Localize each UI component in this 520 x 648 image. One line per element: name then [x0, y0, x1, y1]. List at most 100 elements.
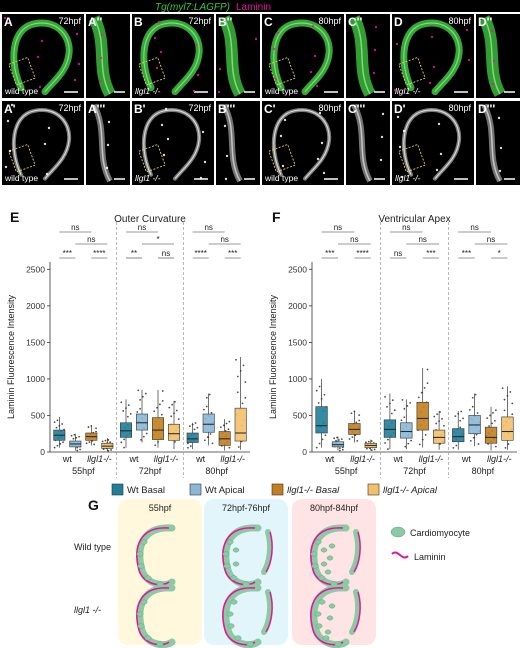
data-point	[358, 419, 361, 422]
data-point	[161, 390, 164, 392]
data-point	[315, 389, 318, 392]
panel-letter: F	[272, 209, 281, 225]
data-point	[472, 436, 475, 439]
puncta-dot	[400, 175, 404, 179]
trabecular-cell	[328, 603, 336, 609]
data-point	[241, 402, 244, 405]
data-point	[367, 440, 370, 443]
sig-label: **	[131, 249, 137, 258]
data-point	[139, 398, 142, 401]
cardiomyocyte	[310, 551, 318, 557]
data-point	[244, 396, 247, 399]
tissue-edge	[13, 109, 70, 180]
data-point	[489, 414, 491, 417]
data-point	[511, 413, 514, 416]
panel-genotype: llgl1 -/-	[395, 173, 421, 183]
data-point	[504, 447, 507, 449]
data-point	[335, 439, 337, 442]
trabecular-cell	[324, 569, 332, 575]
data-point	[211, 442, 214, 445]
sig-label: *	[156, 235, 159, 244]
data-point	[333, 437, 335, 440]
puncta-dot	[77, 62, 81, 66]
data-point	[75, 436, 78, 439]
panel-genotype: llgl1 -/-	[395, 86, 421, 96]
laminin-line	[353, 531, 361, 573]
data-point	[403, 416, 406, 419]
puncta-dot	[223, 124, 227, 128]
box	[120, 422, 132, 438]
data-point	[205, 396, 208, 399]
data-point	[459, 419, 462, 422]
genotype-label: llgl1-/-	[220, 454, 245, 464]
data-point	[339, 447, 341, 450]
trabecular-cell	[326, 615, 334, 621]
data-point	[338, 439, 340, 441]
data-point	[145, 432, 148, 435]
chart-title: Outer Curvature	[114, 214, 186, 225]
data-point	[321, 438, 324, 441]
puncta-dot	[320, 141, 324, 145]
panel-letter: B'	[134, 102, 146, 116]
box	[152, 417, 164, 440]
timepoint-label: 55hpf	[149, 503, 172, 513]
data-point	[393, 409, 396, 412]
data-point	[129, 412, 132, 415]
tissue-edge	[273, 22, 330, 93]
sig-label: ****	[356, 249, 368, 258]
data-point	[355, 421, 358, 424]
data-point	[324, 434, 327, 437]
cardiomyocyte	[314, 611, 322, 617]
puncta-dot	[47, 126, 51, 130]
micrograph-panel: B 72hpf llgl1 -/-	[132, 14, 214, 98]
genotype-label: llgl1-/-	[487, 454, 512, 464]
timepoint-label: 72hpf-76hpf	[222, 503, 271, 513]
data-point	[384, 442, 386, 444]
panel-letter: C'''	[348, 102, 365, 116]
data-point	[426, 368, 429, 371]
box	[234, 407, 247, 442]
panel-time: 80hpf	[318, 16, 341, 26]
sig-label: ns	[350, 235, 358, 244]
data-point	[189, 445, 192, 448]
puncta-dot	[199, 176, 203, 180]
timepoint-label: 72hpf	[403, 466, 426, 476]
trabecular-cell	[326, 555, 334, 561]
puncta-dot	[217, 90, 221, 94]
genotype-label: wt	[195, 454, 205, 464]
data-point	[127, 404, 130, 407]
data-point	[358, 414, 361, 417]
data-point	[475, 433, 478, 436]
puncta-dot	[435, 168, 439, 172]
laminin-icon	[391, 551, 409, 559]
cardiomyocyte	[318, 599, 326, 605]
data-point	[386, 405, 388, 408]
data-point	[476, 412, 479, 414]
cardiomyocyte	[318, 575, 326, 581]
data-point	[227, 428, 230, 431]
schematic-panel: G 55hpf 72hpf-76hpf 80hpf-84hpf Wild type llg…	[74, 497, 470, 648]
timepoint-background	[204, 499, 288, 645]
genotype-label: wt	[129, 454, 139, 464]
puncta-dot	[157, 20, 161, 24]
data-point	[462, 417, 464, 420]
tissue-edge	[403, 109, 460, 180]
sig-label: ns	[87, 235, 95, 244]
cardiomyocyte	[144, 635, 152, 641]
data-point	[336, 436, 338, 439]
data-point	[144, 392, 147, 395]
data-point	[348, 438, 351, 440]
data-point	[156, 406, 158, 409]
cardiomyocyte	[227, 623, 235, 629]
data-point	[126, 415, 129, 418]
data-point	[158, 403, 161, 406]
data-point	[237, 446, 240, 448]
sig-label: ****	[93, 249, 105, 258]
data-point	[384, 395, 386, 398]
data-point	[365, 441, 367, 444]
laminin-line	[222, 587, 256, 646]
header-label-magenta: Laminin	[236, 2, 271, 13]
cardiomyocyte	[315, 623, 323, 629]
y-tick-label: 2000	[288, 301, 307, 311]
data-point	[370, 449, 373, 451]
